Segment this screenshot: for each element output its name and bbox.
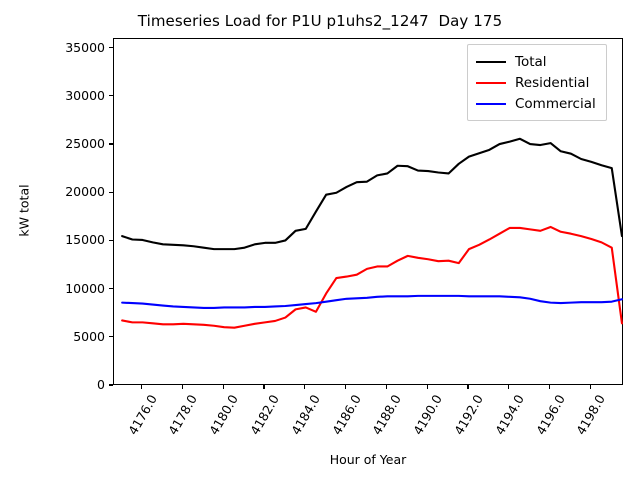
legend-entry: Total (476, 51, 596, 72)
y-axis-label: kW total (16, 183, 32, 237)
x-tick-mark (344, 385, 347, 389)
x-tick-mark (385, 385, 387, 389)
y-tick-mark (109, 191, 113, 193)
y-tick-label: 5000 (73, 328, 105, 344)
y-tick-mark (109, 239, 113, 242)
series-line-residential (121, 225, 624, 329)
legend-label: Commercial (515, 95, 596, 112)
x-tick-mark (467, 385, 469, 389)
y-tick-mark (109, 287, 113, 290)
y-tick-mark (109, 336, 113, 338)
x-tick-mark (181, 385, 183, 389)
y-tick-label: 20000 (65, 184, 105, 200)
data-lines (121, 137, 624, 329)
legend-entry: Residential (476, 72, 596, 93)
legend-entry: Commercial (476, 93, 596, 114)
y-tick-label: 25000 (65, 136, 105, 152)
y-tick-label: 35000 (65, 39, 105, 55)
y-tick-label: 10000 (65, 280, 105, 296)
y-tick-label: 0 (97, 377, 105, 392)
x-tick-mark (140, 385, 143, 389)
legend-swatch-residential (476, 81, 506, 84)
legend-swatch-commercial (476, 102, 506, 105)
x-axis-label: Hour of Year (329, 452, 407, 467)
series-line-total (121, 137, 624, 251)
chart-legend: Total Residential Commercial (467, 44, 607, 121)
chart-title: Timeseries Load for P1U p1uhs2_1247 Day … (137, 12, 503, 30)
y-tick-mark (109, 95, 113, 97)
x-tick-mark (222, 385, 224, 389)
x-tick-mark (548, 385, 551, 389)
x-tick-mark (304, 385, 306, 389)
legend-label: Residential (515, 74, 590, 91)
x-tick-mark (263, 385, 265, 389)
x-tick-mark (589, 385, 591, 389)
y-tick-label: 30000 (65, 87, 105, 103)
series-line-commercial (121, 294, 624, 309)
legend-swatch-total (476, 60, 506, 63)
legend-label: Total (515, 53, 547, 70)
y-tick-mark (109, 384, 113, 386)
y-tick-label: 15000 (65, 232, 105, 248)
y-tick-mark (109, 143, 113, 145)
x-tick-mark (508, 385, 510, 389)
chart-figure: Timeseries Load for P1U p1uhs2_1247 Day … (16, 12, 624, 467)
y-tick-mark (109, 46, 113, 49)
x-tick-mark (426, 385, 428, 389)
